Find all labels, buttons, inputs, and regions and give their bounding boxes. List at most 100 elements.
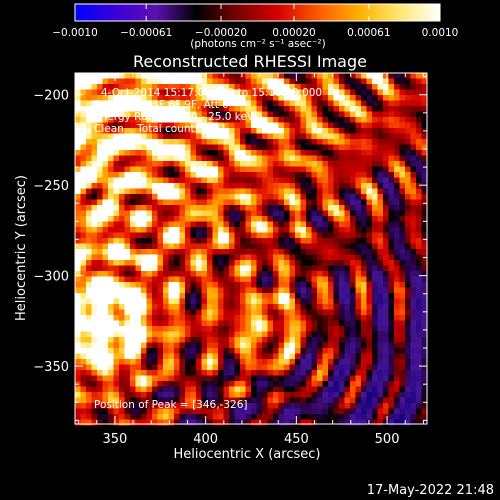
heatmap-cell [91,408,98,415]
heatmap-cell [245,89,252,96]
heatmap-cell [311,298,318,305]
heatmap-cell [179,359,186,365]
heatmap-cell [234,315,241,321]
heatmap-cell [262,155,268,162]
heatmap-cell [240,221,246,228]
heatmap-cell [388,326,395,332]
heatmap-cell [179,139,186,145]
heatmap-cell [135,100,142,107]
heatmap-cell [317,414,323,420]
heatmap-cell [372,243,378,250]
heatmap-cell [86,282,92,288]
heatmap-cell [251,111,257,118]
heatmap-cell [185,78,191,85]
heatmap-cell [328,210,334,217]
heatmap-cell [300,78,307,85]
heatmap-cell [366,287,373,294]
heatmap-cell [350,331,356,338]
heatmap-cell [108,403,114,409]
heatmap-cell [350,282,356,288]
heatmap-cell [75,364,81,371]
heatmap-cell [416,414,422,420]
heatmap-cell [245,117,252,123]
heatmap-cell [152,293,158,299]
heatmap-cell [284,397,290,404]
heatmap-cell [278,84,285,90]
heatmap-cell [223,106,230,112]
heatmap-cell [278,287,285,294]
heatmap-cell [86,199,92,206]
heatmap-cell [278,205,285,211]
heatmap-cell [201,177,208,184]
heatmap-cell [410,166,417,173]
heatmap-cell [234,122,241,129]
heatmap-cell [179,397,186,404]
heatmap-cell [311,282,318,288]
heatmap-cell [234,111,241,118]
heatmap-cell [311,287,318,294]
heatmap-cell [86,386,92,393]
heatmap-cell [201,172,208,178]
heatmap-cell [119,243,125,250]
heatmap-cell [218,73,224,79]
heatmap-cell [262,100,268,107]
heatmap-cell [179,150,186,156]
heatmap-cell [251,227,257,233]
heatmap-cell [278,133,285,140]
heatmap-cell [212,370,219,376]
heatmap-cell [344,403,351,409]
heatmap-cell [179,155,186,162]
heatmap-cell [141,254,147,261]
heatmap-cell [410,408,417,415]
heatmap-cell [245,381,252,387]
heatmap-cell [383,177,389,184]
heatmap-cell [102,370,109,376]
heatmap-cell [317,392,323,398]
heatmap-cell [399,359,406,365]
heatmap-cell [108,89,114,96]
heatmap-cell [218,227,224,233]
heatmap-cell [185,100,191,107]
heatmap-cell [361,370,367,376]
heatmap-cell [399,419,406,426]
heatmap-cell [201,287,208,294]
heatmap-cell [394,342,400,349]
heatmap-cell [366,238,373,244]
heatmap-cell [141,111,147,118]
heatmap-cell [152,216,158,222]
heatmap-cell [295,177,301,184]
heatmap-cell [295,84,301,90]
heatmap-cell [168,337,175,343]
heatmap-cell [102,397,109,404]
heatmap-cell [421,309,428,316]
heatmap-cell [251,414,257,420]
heatmap-cell [185,315,191,321]
heatmap-cell [102,353,109,360]
heatmap-cell [361,177,367,184]
heatmap-cell [300,210,307,217]
heatmap-cell [361,326,367,332]
heatmap-cell [295,386,301,393]
heatmap-cell [344,337,351,343]
heatmap-cell [372,166,378,173]
heatmap-cell [405,364,411,371]
heatmap-cell [339,89,345,96]
heatmap-cell [416,254,422,261]
heatmap-cell [245,183,252,189]
heatmap-cell [344,342,351,349]
heatmap-cell [207,408,213,415]
heatmap-cell [97,419,103,426]
heatmap-cell [300,276,307,283]
heatmap-cell [157,128,164,134]
heatmap-cell [355,331,362,338]
heatmap-cell [306,397,312,404]
heatmap-cell [328,282,334,288]
heatmap-cell [190,386,197,393]
heatmap-cell [152,309,158,316]
heatmap-cell [174,95,180,101]
heatmap-cell [218,331,224,338]
heatmap-cell [295,337,301,343]
heatmap-cell [399,177,406,184]
heatmap-cell [300,166,307,173]
heatmap-cell [372,320,378,327]
